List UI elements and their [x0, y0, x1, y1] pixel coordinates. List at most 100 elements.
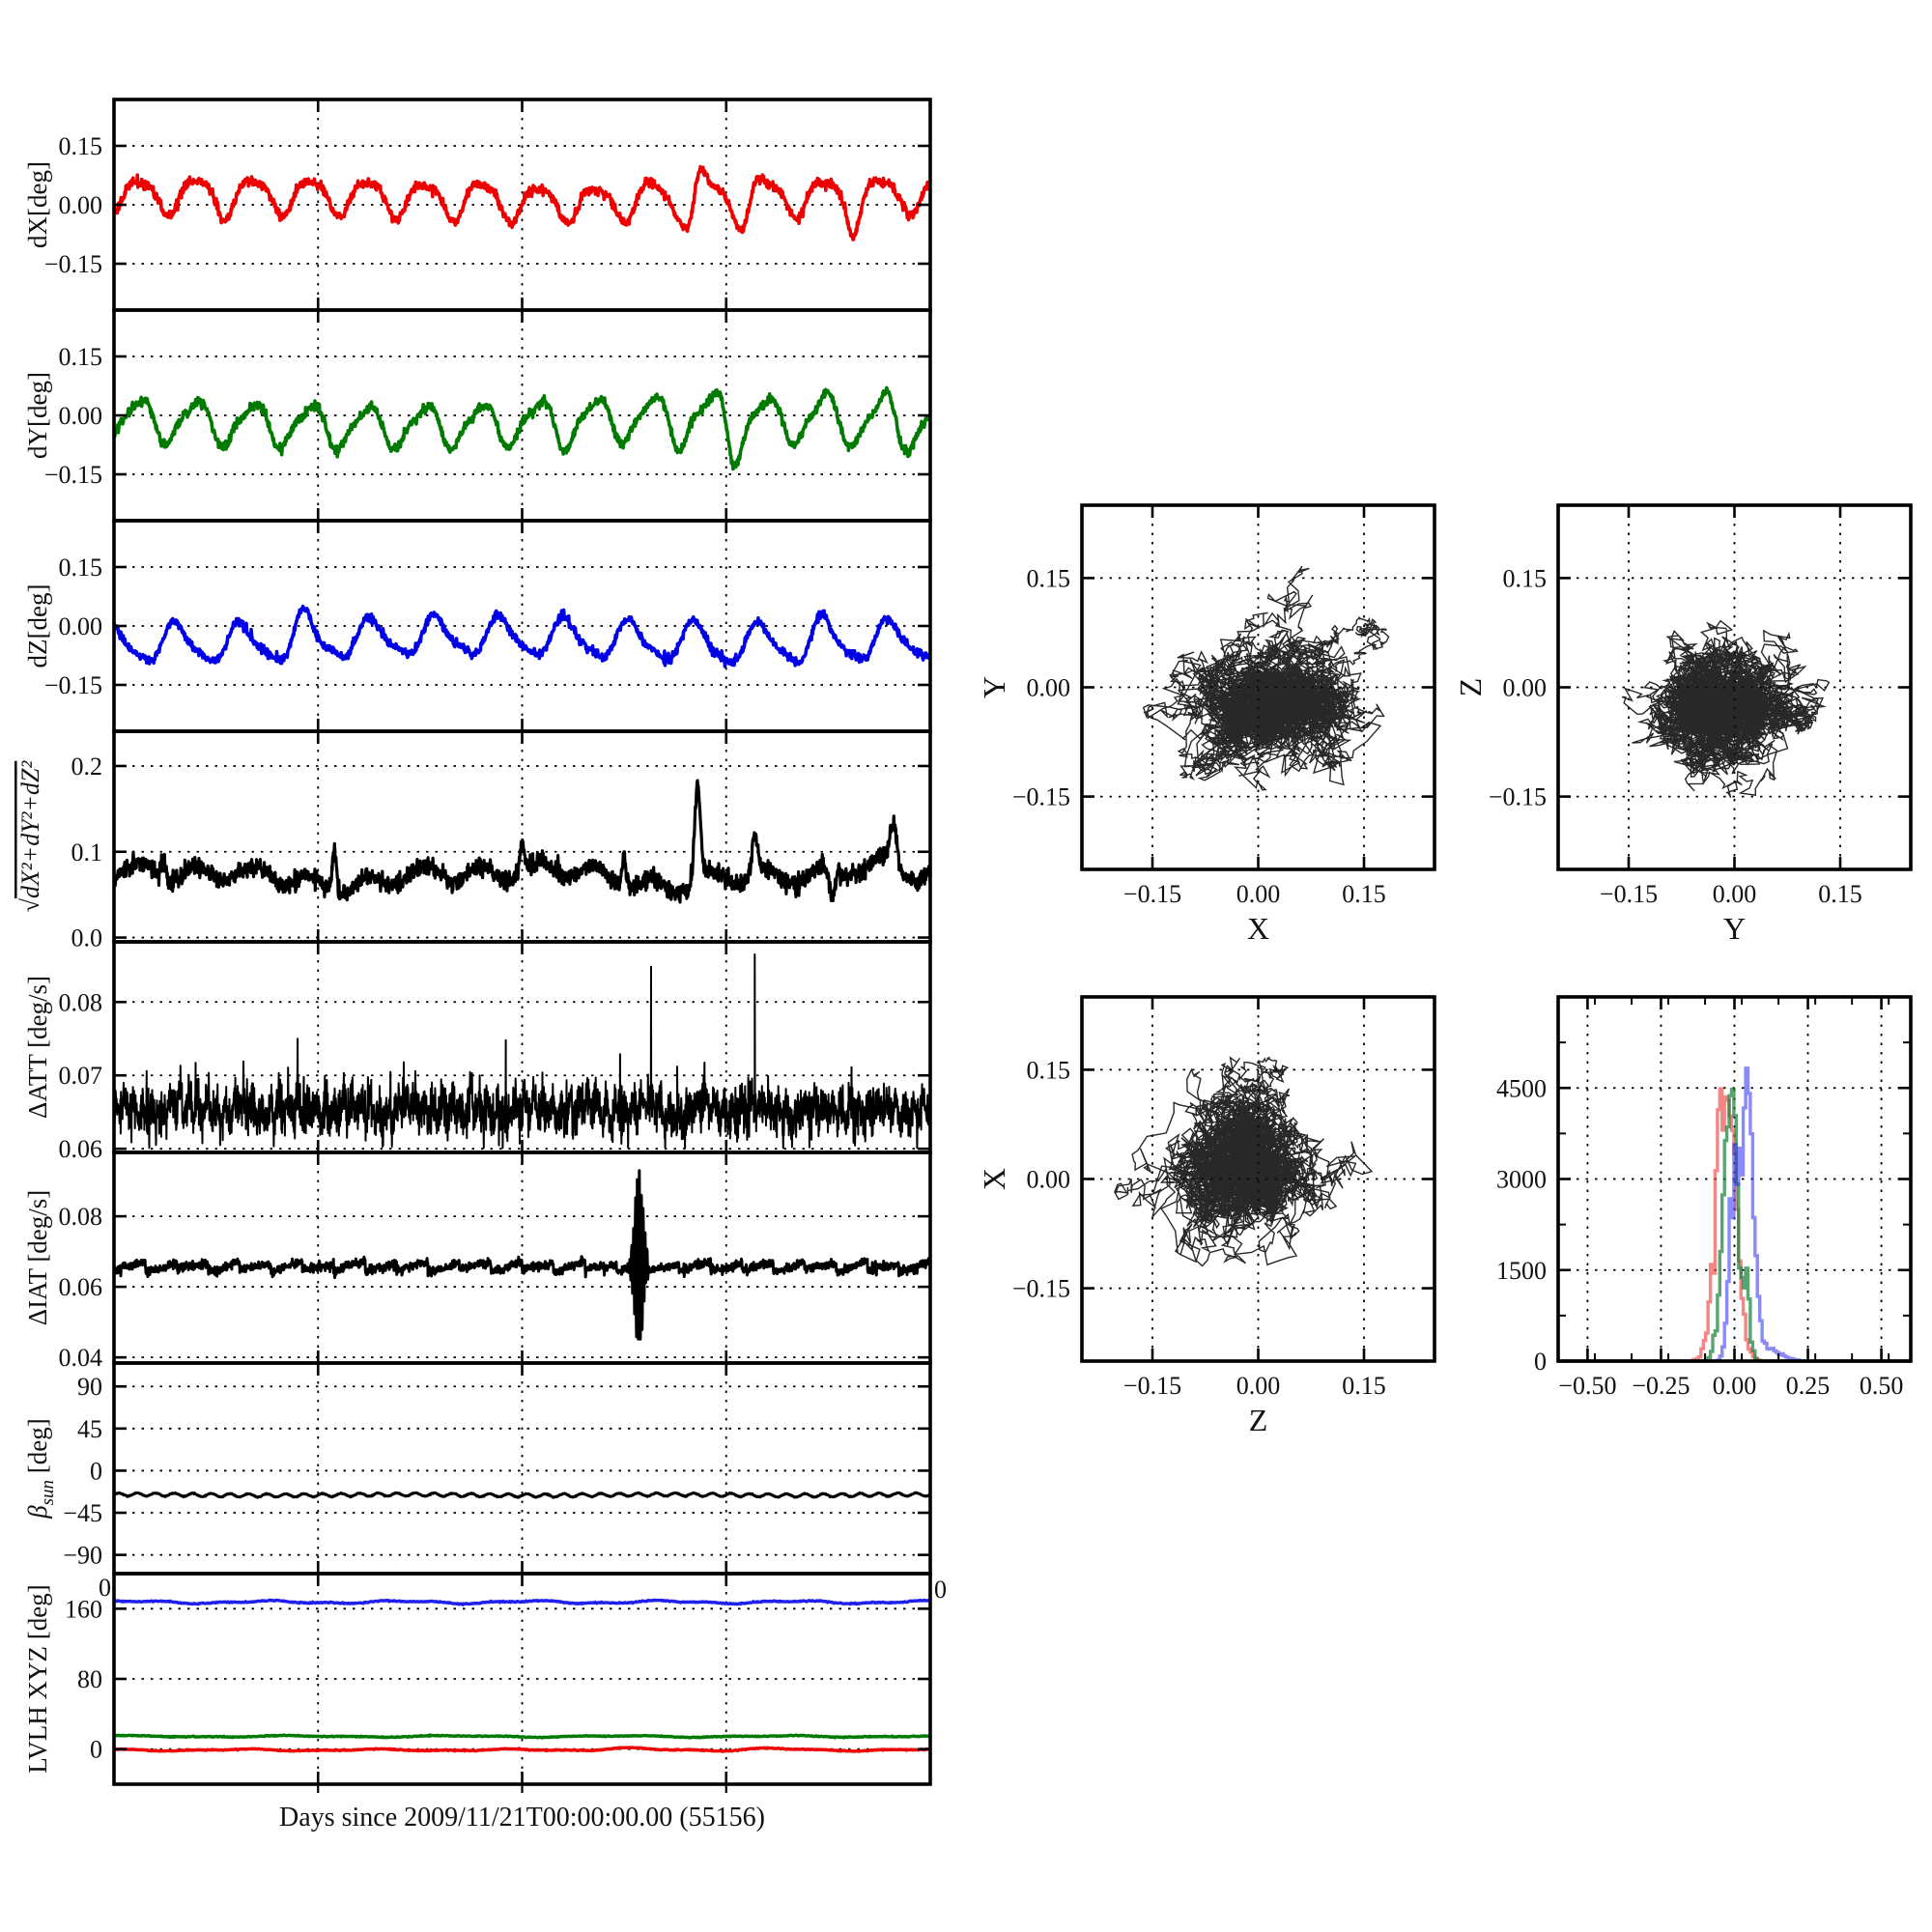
tick-label: 0.00: [1713, 880, 1757, 908]
series-lvlh-z: [113, 1746, 931, 1753]
series-lvlh-y: [113, 1733, 931, 1740]
tick-label: −0.15: [1489, 783, 1547, 811]
tick-label: −0.15: [1600, 880, 1658, 908]
tick-label: −0.15: [1123, 880, 1181, 908]
x-axis-label-szx: Z: [1249, 1403, 1268, 1437]
tick-label: 0.15: [59, 554, 103, 582]
panel-szx: 0.15 0.00 −0.15 −0.15 0.00 0.15 Z X: [977, 995, 1436, 1437]
y-axis-label: √dX²+dY²+dZ²: [16, 760, 44, 913]
x-axis-label-sxy: X: [1247, 911, 1269, 946]
tick-label: 0.04: [59, 1344, 103, 1372]
tick-label: 0.00: [59, 402, 103, 430]
axis-frame: [112, 1151, 932, 1365]
tick-label: −45: [63, 1499, 102, 1527]
tick-label: 0: [90, 1736, 102, 1764]
scatter-trace-sxy: [1142, 565, 1390, 791]
tick-label: 0: [1534, 1348, 1547, 1376]
tick-label: −0.15: [1123, 1372, 1181, 1400]
y-axis-label: dX[deg]: [23, 161, 52, 248]
stray-zero-label: 0: [934, 1576, 947, 1604]
y-axis-label: dZ[deg]: [23, 584, 52, 668]
tick-label: 0.15: [1342, 880, 1386, 908]
tick-label: 0.15: [1818, 880, 1862, 908]
series-dY: [112, 385, 932, 471]
tick-label: 0.00: [1027, 1166, 1071, 1194]
tick-label: 0.08: [59, 1203, 103, 1231]
tick-label: 1500: [1496, 1257, 1547, 1285]
tick-label: 0.06: [59, 1273, 103, 1301]
tick-label: −0.15: [1012, 1275, 1070, 1303]
tick-label: 80: [77, 1665, 102, 1693]
y-axis-label: LVLH XYZ [deg]: [23, 1584, 52, 1773]
y-axis-label: dY[deg]: [23, 372, 52, 459]
axis-frame: [112, 1361, 932, 1576]
tick-label: −0.15: [44, 461, 102, 489]
tick-label: 0.2: [71, 753, 103, 781]
tick-label: 45: [77, 1415, 102, 1443]
tick-label: −0.15: [1012, 783, 1070, 811]
panel-dz: 0.15 0.00 −0.15 dZ[deg]: [23, 519, 932, 733]
x-axis-label: Days since 2009/11/21T00:00:00.00 (55156…: [279, 1803, 765, 1833]
tick-label: 0.15: [59, 343, 103, 371]
tick-label: 90: [77, 1373, 102, 1401]
tick-label: 0.00: [1236, 1372, 1281, 1400]
tick-label: −0.50: [1558, 1372, 1616, 1400]
tick-label: 0: [90, 1457, 102, 1485]
tick-label: 0.0: [71, 924, 103, 952]
tick-label: 0.00: [1027, 674, 1071, 702]
panel-sxy: 0.15 0.00 −0.15 −0.15 0.00 0.15 X Y: [977, 503, 1436, 946]
tick-label: −0.15: [44, 671, 102, 699]
series-magnitude: [112, 779, 932, 904]
panel-lvlh: 160 80 0 LVLH XYZ [deg]: [23, 1572, 932, 1793]
tick-label: −0.15: [44, 250, 102, 278]
tick-label: 0.00: [1713, 1372, 1757, 1400]
tick-label: 0.1: [71, 838, 103, 867]
scatter-trace-syz: [1621, 619, 1831, 799]
y-axis-label: βsun​ [deg]: [23, 1418, 58, 1520]
y-axis-label: Z: [1453, 678, 1488, 697]
tick-label: 0.50: [1860, 1372, 1904, 1400]
tick-label: 0.00: [59, 191, 103, 219]
axis-frame: [112, 729, 932, 944]
tick-label: 0.25: [1786, 1372, 1831, 1400]
tick-label: −90: [63, 1542, 102, 1570]
series-delta-iat: [112, 1169, 932, 1341]
panel-mag: 0.2 0.1 0.0 √dX²+dY²+dZ²: [16, 729, 932, 952]
tick-label: 0.00: [59, 612, 103, 640]
series-lvlh-x: [112, 1598, 931, 1606]
tick-label: 0.07: [59, 1062, 103, 1090]
series-beta-sun: [113, 1491, 931, 1499]
series-dZ: [112, 604, 932, 668]
y-axis-label: X: [977, 1168, 1011, 1190]
tick-label: 0.15: [59, 132, 103, 160]
panel-hist: 0 1500 3000 4500 −0.50 −0.25 0.00 0.25 0.50: [1496, 995, 1913, 1400]
y-axis-label: ΔATT [deg/s]: [23, 976, 52, 1119]
tick-label: 0.15: [1027, 564, 1071, 592]
tick-label: 3000: [1496, 1166, 1547, 1194]
tick-label: 0.15: [1342, 1372, 1386, 1400]
y-axis-label: ΔIAT [deg/s]: [23, 1190, 52, 1326]
tick-label: 160: [65, 1595, 102, 1623]
x-axis-label-syz: Y: [1723, 911, 1746, 946]
tick-label: −0.25: [1632, 1372, 1690, 1400]
axis-frame: [112, 1572, 932, 1786]
tick-label: 4500: [1496, 1074, 1547, 1102]
tick-label: 0.15: [1027, 1056, 1071, 1084]
tick-label: 0.15: [1503, 564, 1548, 592]
series-dX: [112, 164, 932, 242]
scatter-trace-szx: [1114, 1056, 1374, 1267]
stray-zero-label: 0: [99, 1574, 111, 1602]
tick-label: 0.00: [1503, 674, 1548, 702]
tick-label: 0.06: [59, 1135, 103, 1163]
series-delta-att: [113, 952, 931, 1150]
panel-syz: 0.15 0.00 −0.15 −0.15 0.00 0.15 Y Z: [1453, 503, 1913, 946]
y-axis-label: Y: [977, 676, 1011, 698]
tick-label: 0.08: [59, 988, 103, 1016]
